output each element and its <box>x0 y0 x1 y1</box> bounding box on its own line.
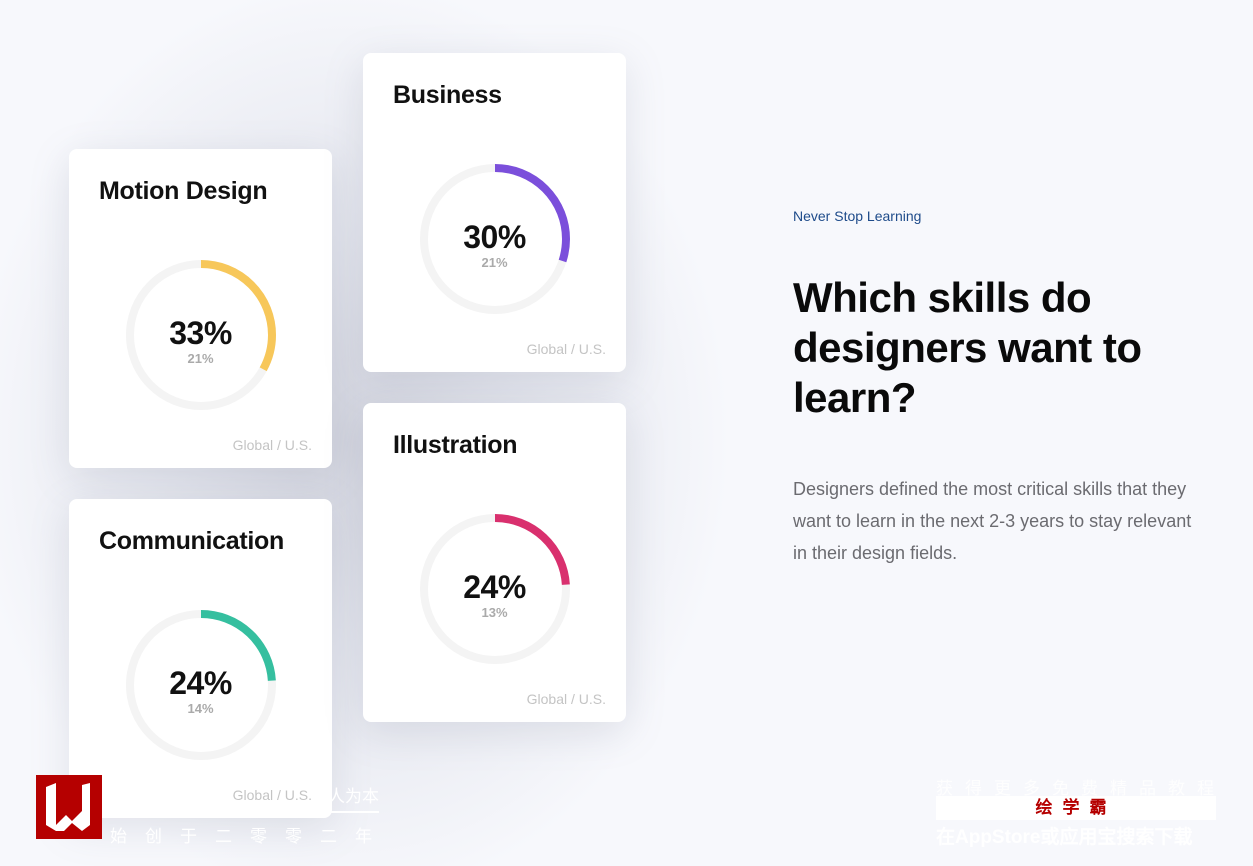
card-footer: Global / U.S. <box>232 437 312 453</box>
watermark-promo: 获得更多免费精品教程 <box>936 779 1226 798</box>
eyebrow-label: Never Stop Learning <box>793 208 922 224</box>
skill-card-illustration: Illustration 24% 13% Global / U.S. <box>363 403 626 722</box>
us-percent: 21% <box>481 255 508 270</box>
global-percent: 24% <box>169 665 232 701</box>
watermark-founded: 始创于二零零二年 <box>110 827 390 846</box>
card-title: Communication <box>99 527 284 555</box>
global-percent: 24% <box>463 569 526 605</box>
card-title: Motion Design <box>99 177 268 205</box>
skill-card-business: Business 30% 21% Global / U.S. <box>363 53 626 372</box>
card-title: Business <box>393 81 502 109</box>
card-footer: Global / U.S. <box>232 787 312 803</box>
donut-chart <box>420 514 570 664</box>
page-title: Which skills do designers want to learn? <box>793 274 1142 421</box>
donut-arc <box>126 610 276 760</box>
card-footer: Global / U.S. <box>526 691 606 707</box>
skill-card-communication: Communication 24% 14% Global / U.S. <box>69 499 332 818</box>
global-percent: 30% <box>463 219 526 255</box>
us-percent: 21% <box>187 351 214 366</box>
donut-chart <box>126 610 276 760</box>
us-percent: 14% <box>187 701 214 716</box>
card-footer: Global / U.S. <box>526 341 606 357</box>
donut-arc <box>420 514 570 664</box>
donut-arc <box>420 164 570 314</box>
watermark-brand: 绘学霸 <box>936 796 1216 820</box>
skill-card-motion-design: Motion Design 33% 21% Global / U.S. <box>69 149 332 468</box>
donut-chart <box>420 164 570 314</box>
us-percent: 13% <box>481 605 508 620</box>
donut-chart <box>126 260 276 410</box>
donut-arc <box>126 260 276 410</box>
card-title: Illustration <box>393 431 518 459</box>
watermark-logo <box>36 775 102 839</box>
watermark-slogan: 人为本 <box>318 782 379 813</box>
description: Designers defined the most critical skil… <box>793 479 1192 563</box>
watermark-download: 在AppStore或应用宝搜索下载 <box>936 827 1193 848</box>
global-percent: 33% <box>169 315 232 351</box>
w-logo-icon <box>46 783 90 831</box>
